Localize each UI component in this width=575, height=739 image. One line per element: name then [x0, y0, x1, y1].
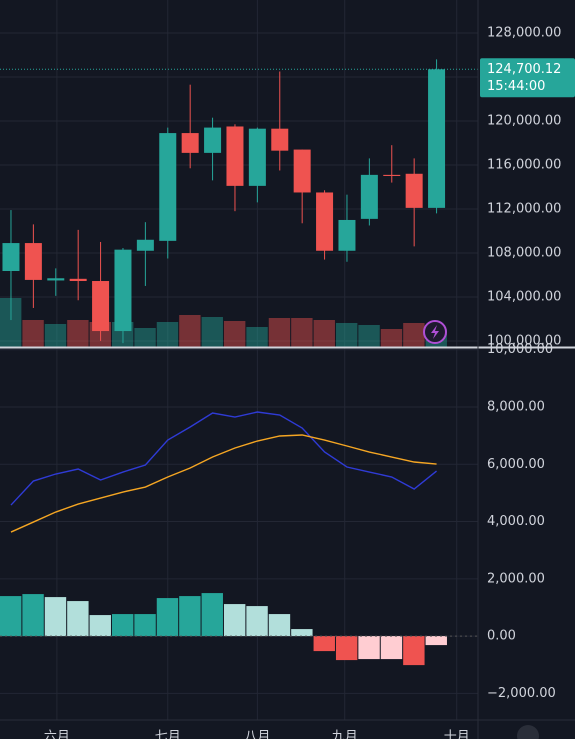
candle-body — [136, 239, 154, 251]
candle-body — [69, 278, 87, 282]
y-tick-label: 108,000.00 — [487, 245, 561, 260]
y-tick-label: 100,000.00 — [487, 333, 561, 348]
x-tick-label: 八月 — [244, 730, 270, 739]
candle-body — [181, 133, 199, 153]
last-price-box — [480, 58, 575, 98]
histogram-bar — [22, 594, 44, 637]
x-tick-label: 九月 — [332, 730, 358, 739]
histogram-bar — [425, 636, 447, 646]
histogram-bar — [268, 614, 291, 637]
histogram-bar — [201, 593, 223, 637]
candle-body — [360, 174, 378, 219]
candle-body — [383, 174, 401, 176]
x-tick-label: 十月 — [444, 730, 470, 739]
candle-body — [159, 133, 177, 241]
volume-bar — [223, 321, 246, 348]
histogram-bar — [134, 614, 156, 637]
histogram-bar — [380, 636, 403, 660]
volume-bar — [403, 323, 425, 348]
histogram-bar — [89, 615, 111, 637]
volume-bar — [268, 318, 291, 348]
y-tick-label: 116,000.00 — [487, 157, 561, 172]
y-tick-label: 128,000.00 — [487, 25, 561, 40]
volume-bar — [179, 315, 201, 348]
histogram-bar — [67, 601, 89, 637]
y-tick-label: 112,000.00 — [487, 201, 561, 216]
y-tick-label: 2,000.00 — [487, 571, 545, 586]
y-tick-label: 104,000.00 — [487, 289, 561, 304]
candle-body — [271, 128, 289, 151]
volume-bar — [0, 298, 22, 348]
histogram-bar — [313, 636, 335, 652]
candle-body — [24, 243, 42, 280]
histogram-bar — [403, 636, 425, 666]
candle-body — [204, 127, 222, 153]
macd-line — [10, 411, 437, 506]
volume-bar — [44, 324, 67, 348]
candle-body — [405, 173, 423, 208]
volume-bar — [358, 325, 380, 348]
histogram-bar — [111, 614, 134, 637]
volume-bar — [246, 327, 268, 348]
candle-body — [47, 278, 65, 281]
candle-body — [293, 149, 311, 193]
candle-body — [338, 219, 356, 251]
y-tick-label: 120,000.00 — [487, 113, 561, 128]
histogram-bar — [156, 598, 179, 637]
volume-bar — [380, 329, 403, 348]
candle-body — [226, 126, 244, 186]
histogram-bar — [44, 597, 67, 637]
lightning-icon — [423, 320, 447, 344]
icon-bolt — [431, 325, 439, 339]
candle-body — [92, 281, 110, 332]
volume-bar — [22, 320, 44, 348]
volume-bar — [201, 317, 223, 348]
y-tick-label: 8,000.00 — [487, 399, 545, 414]
y-tick-label: 6,000.00 — [487, 457, 545, 472]
candle-body — [114, 249, 132, 332]
y-tick-label: 0.00 — [487, 629, 516, 644]
histogram-bar — [335, 636, 358, 661]
x-tick-label: 六月 — [44, 730, 70, 739]
y-tick-label: 4,000.00 — [487, 514, 545, 529]
histogram-bar — [246, 606, 268, 637]
volume-bar — [335, 323, 358, 348]
volume-bar — [134, 328, 156, 348]
countdown-label: 15:44:00 — [487, 79, 545, 94]
volume-bar — [156, 322, 179, 348]
last-price-label: 124,700.12 — [487, 62, 561, 77]
histogram-bar — [179, 596, 201, 637]
scroll-button[interactable] — [517, 725, 539, 739]
y-tick-label: −2,000.00 — [487, 686, 556, 701]
volume-bar — [67, 320, 89, 348]
signal-line — [10, 434, 437, 533]
histogram-bar — [223, 604, 246, 637]
y-tick-label: 10,000.00 — [487, 342, 553, 357]
volume-bar — [291, 318, 313, 348]
candle-body — [2, 243, 20, 272]
histogram-bar — [358, 636, 380, 660]
x-tick-label: 七月 — [155, 730, 181, 739]
histogram-bar — [0, 596, 22, 637]
candle-body — [248, 128, 266, 186]
volume-bar — [313, 320, 335, 348]
candle-body — [316, 192, 334, 251]
histogram-bar — [291, 629, 313, 637]
candle-body — [428, 69, 446, 208]
